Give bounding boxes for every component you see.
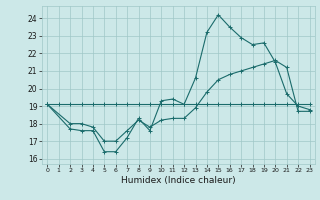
X-axis label: Humidex (Indice chaleur): Humidex (Indice chaleur) bbox=[121, 176, 236, 185]
